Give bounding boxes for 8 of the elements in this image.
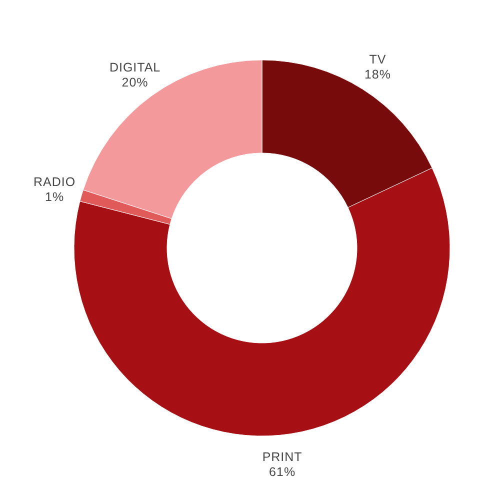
data-label: 1% <box>45 190 64 204</box>
data-label: 61% <box>269 465 296 480</box>
data-label: 18% <box>364 68 392 82</box>
data-label: 20% <box>122 75 148 90</box>
slice-label: RADIO <box>34 174 76 189</box>
slice-label: PRINT <box>262 450 302 464</box>
slice-label: TV <box>369 52 386 67</box>
slice-label: DIGITAL <box>109 60 161 74</box>
